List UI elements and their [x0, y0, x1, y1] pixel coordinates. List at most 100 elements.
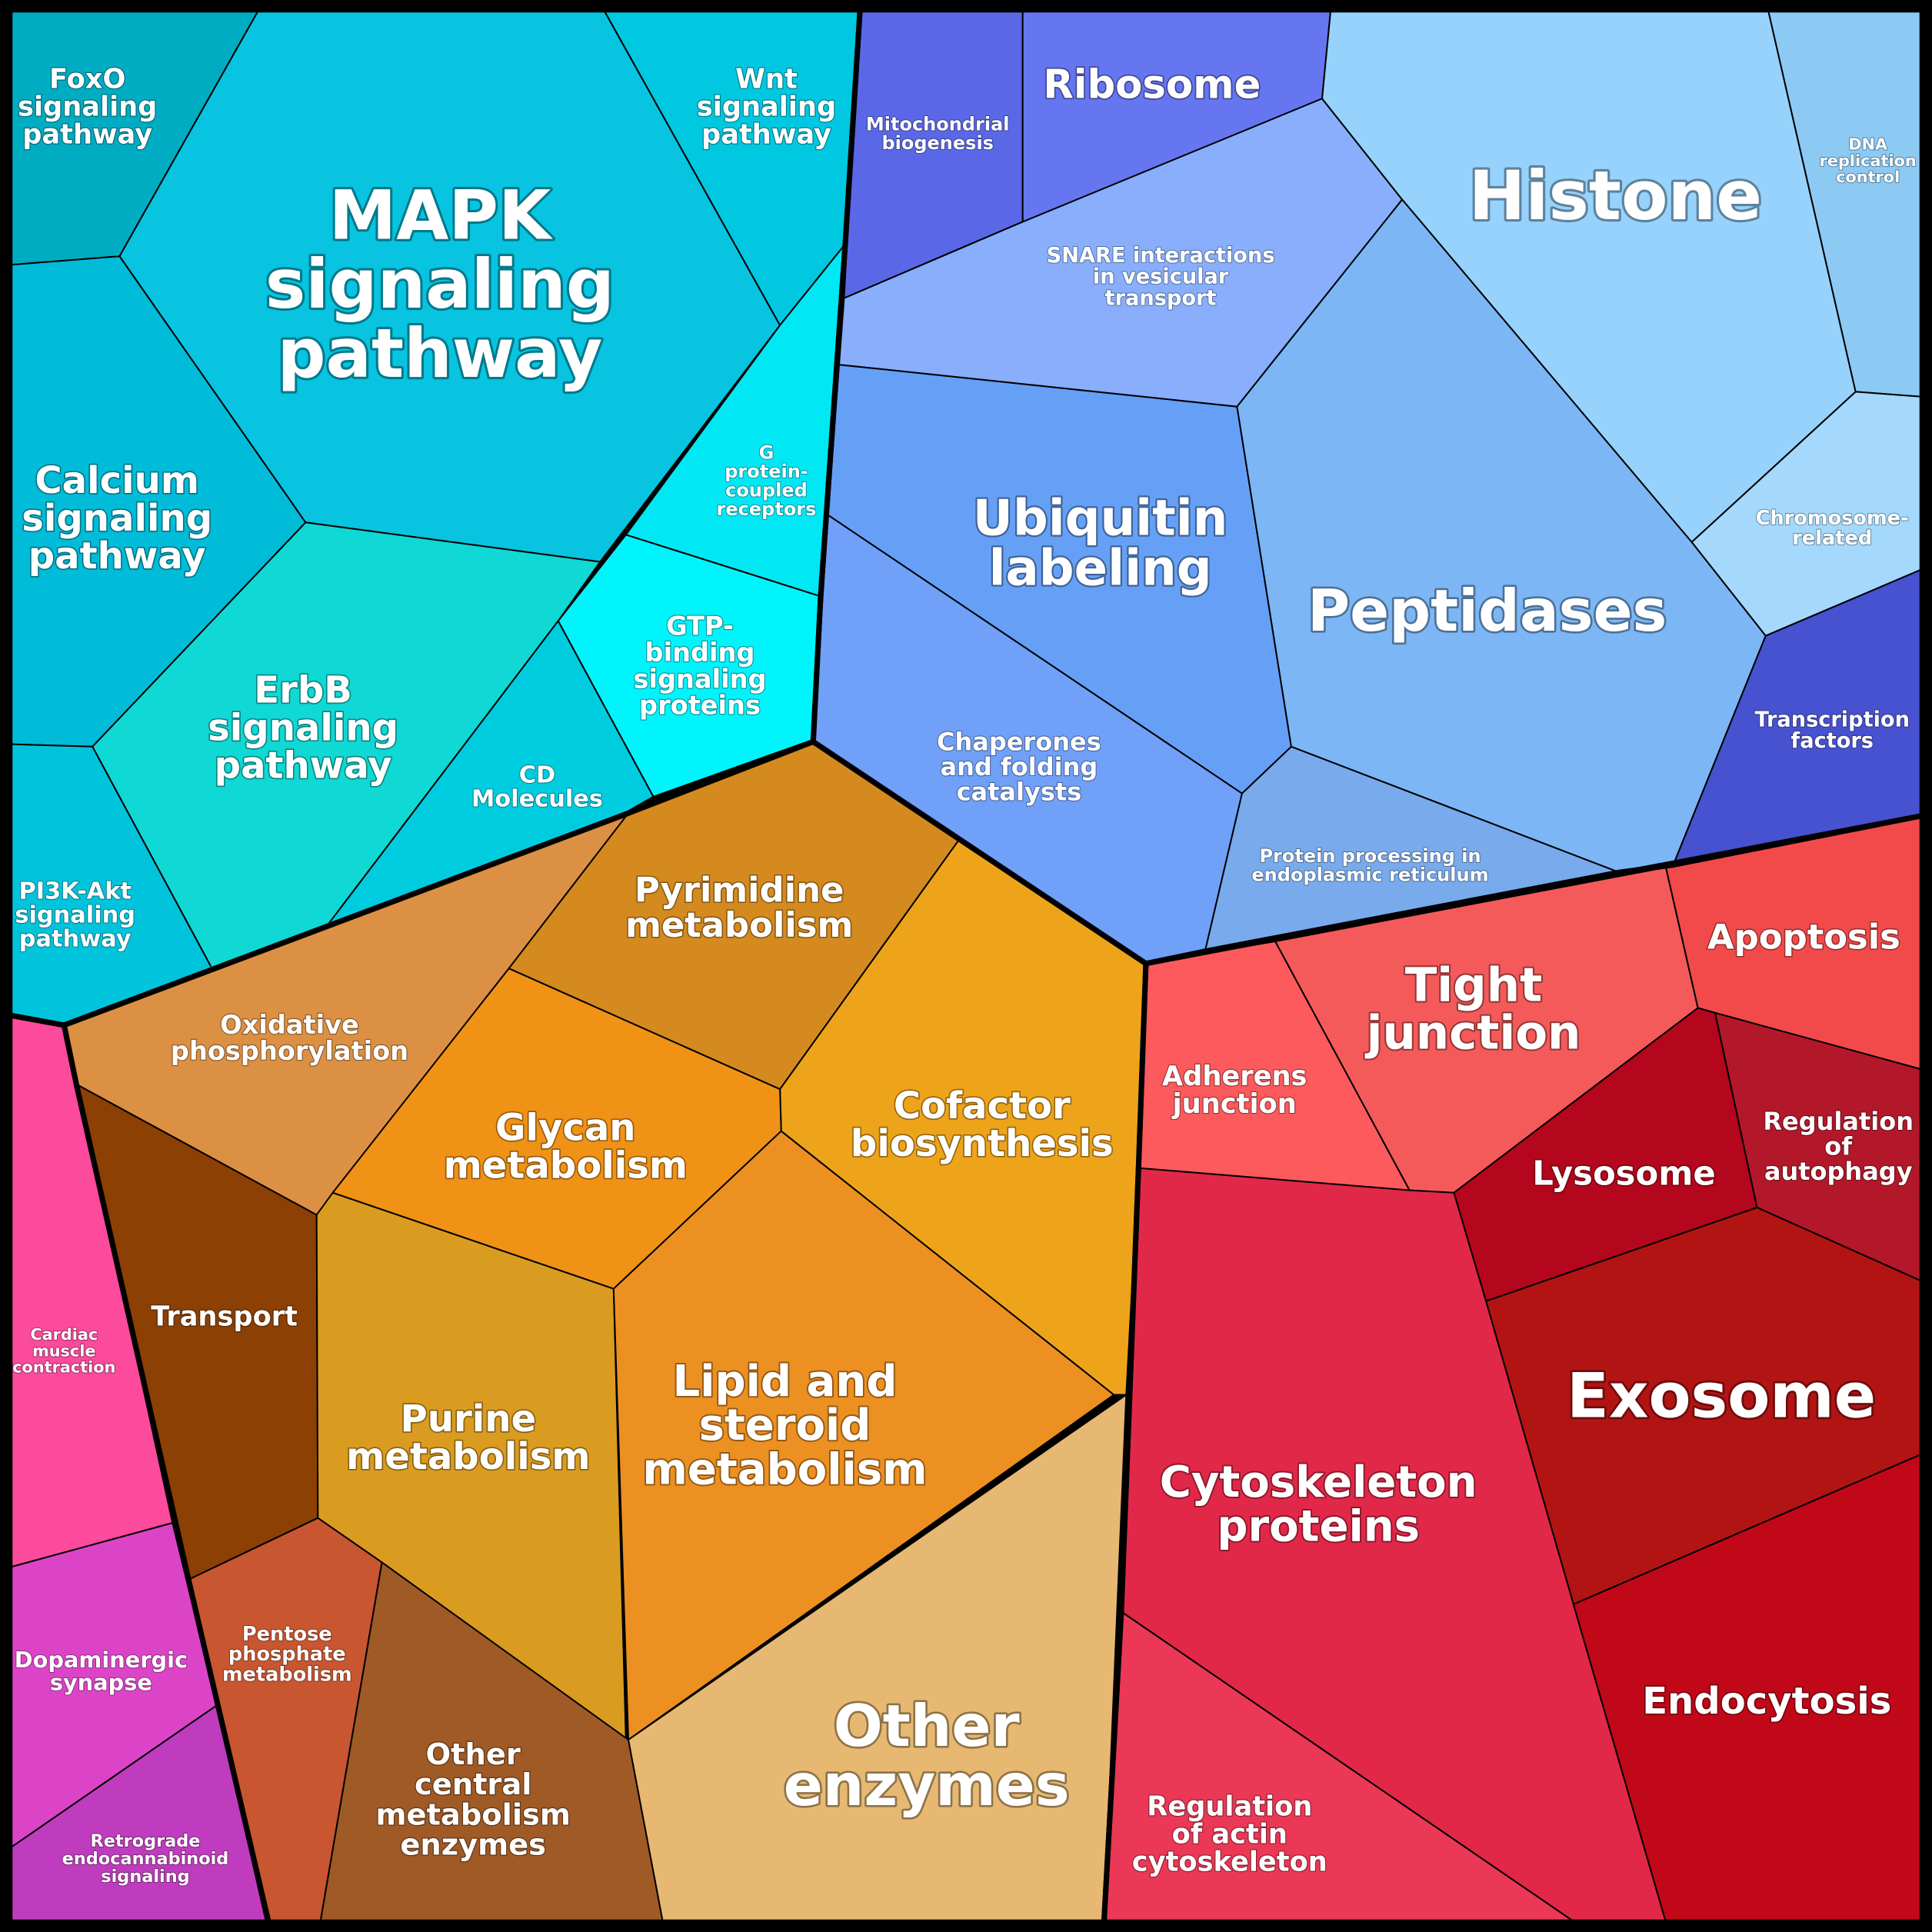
cell-label-line: G	[759, 442, 774, 464]
cell-label-line: PI3K-Akt	[18, 878, 132, 905]
cell-label-line: Other	[834, 1692, 1020, 1760]
cell-label-other-enzymes: Other enzymes	[784, 1692, 1070, 1819]
cell-label-line: related	[1792, 527, 1872, 550]
cell-label-line: signaling	[22, 497, 212, 540]
cell-label-line: Protein processing in	[1259, 845, 1481, 867]
cell-label-line: replication	[1820, 152, 1917, 170]
cell-label-line: synapse	[50, 1670, 152, 1696]
cell-label-line: Chromosome-	[1756, 507, 1909, 530]
cell-label-line: Apoptosis	[1707, 917, 1900, 958]
cell-label-line: phosphorylation	[171, 1036, 408, 1066]
cell-label-line: metabolism	[642, 1444, 927, 1494]
cell-label-line: labeling	[989, 541, 1212, 598]
cell-label-line: signaling	[18, 92, 157, 123]
cell-label-line: pathway	[277, 314, 602, 393]
cell-label-line: DNA	[1848, 135, 1887, 154]
cell-label-line: endoplasmic reticulum	[1251, 864, 1488, 886]
cell-label-line: FoxO	[49, 64, 125, 95]
cell-label-line: signaling	[697, 92, 836, 123]
cell-label-tf: Transcription factors	[1754, 708, 1910, 753]
cell-label-line: receptors	[717, 498, 817, 520]
cell-label-line: Ubiquitin	[973, 490, 1228, 547]
cell-label-line: Adherens	[1162, 1061, 1307, 1092]
cell-label-line: proteins	[1217, 1501, 1420, 1551]
cell-label-er: Protein processing in endoplasmic reticul…	[1251, 845, 1488, 886]
cell-label-line: in vesicular	[1093, 265, 1229, 289]
cell-label-line: metabolism	[346, 1435, 590, 1478]
cell-label-line: Retrograde	[91, 1831, 201, 1851]
cell-label-line: coupled	[725, 480, 808, 501]
cell-label-line: autophagy	[1764, 1157, 1913, 1186]
cell-label-line: junction	[1171, 1088, 1297, 1120]
cell-label-line: Pyrimidine	[635, 869, 844, 910]
cell-label-tight: Tight junction	[1364, 958, 1581, 1060]
cell-label-line: phosphate	[228, 1643, 346, 1666]
cell-label-line: Pentose	[242, 1623, 332, 1646]
cell-label-line: contraction	[12, 1358, 115, 1377]
cell-label-line: biogenesis	[881, 132, 994, 154]
cell-label-lipid: Lipid and steroid metabolism	[642, 1357, 927, 1494]
cell-label-line: Exosome	[1567, 1360, 1876, 1431]
cell-label-cd: CD Molecules	[471, 762, 603, 813]
cell-label-line: Transcription	[1754, 708, 1910, 731]
cell-label-line: Mitochondrial	[866, 113, 1010, 135]
cell-label-line: pathway	[19, 926, 132, 953]
cell-label-cytoskeleton: Cytoskeleton proteins	[1160, 1457, 1477, 1551]
cell-label-line: Glycan	[495, 1107, 636, 1150]
cell-label-chromosome: Chromosome-related	[1756, 507, 1909, 550]
cell-label-line: ErbB	[254, 669, 352, 712]
cell-label-gtp: GTP-binding signaling proteins	[633, 611, 766, 721]
cell-label-line: enzymes	[784, 1751, 1070, 1819]
cell-label-line: Ribosome	[1043, 62, 1261, 108]
cell-label-chaperones: Chaperones and folding catalysts	[937, 727, 1101, 806]
cell-label-peptidases: Peptidases	[1307, 577, 1667, 645]
cell-label-line: enzymes	[400, 1828, 546, 1863]
cell-label-retrograde: Retrograde endocannabinoid signaling	[62, 1831, 229, 1887]
cell-label-lysosome: Lysosome	[1532, 1155, 1715, 1194]
cell-label-other-central: Other central metabolism enzymes	[376, 1737, 571, 1863]
cell-label-line: factors	[1790, 729, 1874, 753]
cell-label-line: proteins	[639, 691, 761, 721]
cell-label-foxo: FoxO signaling pathway	[18, 64, 157, 151]
cell-label-line: endocannabinoid	[62, 1849, 229, 1869]
cell-label-line: CD	[519, 762, 556, 789]
cell-label-pi3k: PI3K-Akt signaling pathway	[15, 878, 135, 953]
cell-label-line: Wnt	[735, 64, 798, 95]
cell-label-cardiac: Cardiac muscle contraction	[12, 1325, 115, 1377]
cell-label-line: Lysosome	[1532, 1155, 1715, 1194]
cell-label-oxphos: Oxidative phosphorylation	[171, 1010, 408, 1066]
cell-label-apoptosis: Apoptosis	[1707, 917, 1900, 958]
cell-label-ribosome: Ribosome	[1043, 62, 1261, 108]
cell-label-line: binding	[645, 638, 755, 668]
cell-label-exosome: Exosome	[1567, 1360, 1876, 1431]
cell-label-dopaminergic: Dopaminergic synapse	[15, 1647, 188, 1696]
cell-label-cofactor: Cofactor biosynthesis	[851, 1084, 1114, 1165]
cell-label-line: of	[1824, 1131, 1853, 1161]
cell-label-line: of actin	[1172, 1819, 1287, 1850]
cell-label-mito: Mitochondrial biogenesis	[866, 113, 1010, 154]
cell-label-pentose: Pentose phosphate metabolism	[222, 1623, 352, 1686]
cell-label-pyrimidine: Pyrimidine metabolism	[625, 869, 853, 945]
cell-label-line: Purine	[401, 1397, 537, 1441]
cell-label-line: Other	[426, 1737, 521, 1772]
cell-label-line: MAPK	[329, 175, 553, 255]
cell-label-line: Cardiac	[30, 1325, 98, 1344]
cell-label-line: pathway	[701, 118, 831, 150]
cell-label-line: cytoskeleton	[1132, 1847, 1327, 1878]
cell-label-line: junction	[1364, 1005, 1581, 1060]
cell-label-line: metabolism	[222, 1663, 352, 1686]
cell-label-line: pathway	[22, 118, 152, 150]
cell-label-line: Regulation	[1763, 1107, 1914, 1136]
cell-label-line: Tight	[1405, 958, 1542, 1012]
cell-label-line: and folding	[940, 752, 1098, 781]
cell-label-glycan: Glycan metabolism	[444, 1107, 688, 1188]
cell-label-line: steroid	[699, 1401, 871, 1451]
cell-label-line: Regulation	[1147, 1791, 1312, 1823]
cell-label-line: signaling	[15, 902, 135, 929]
cell-label-line: Endocytosis	[1642, 1680, 1891, 1723]
cell-label-line: Oxidative	[220, 1010, 359, 1040]
